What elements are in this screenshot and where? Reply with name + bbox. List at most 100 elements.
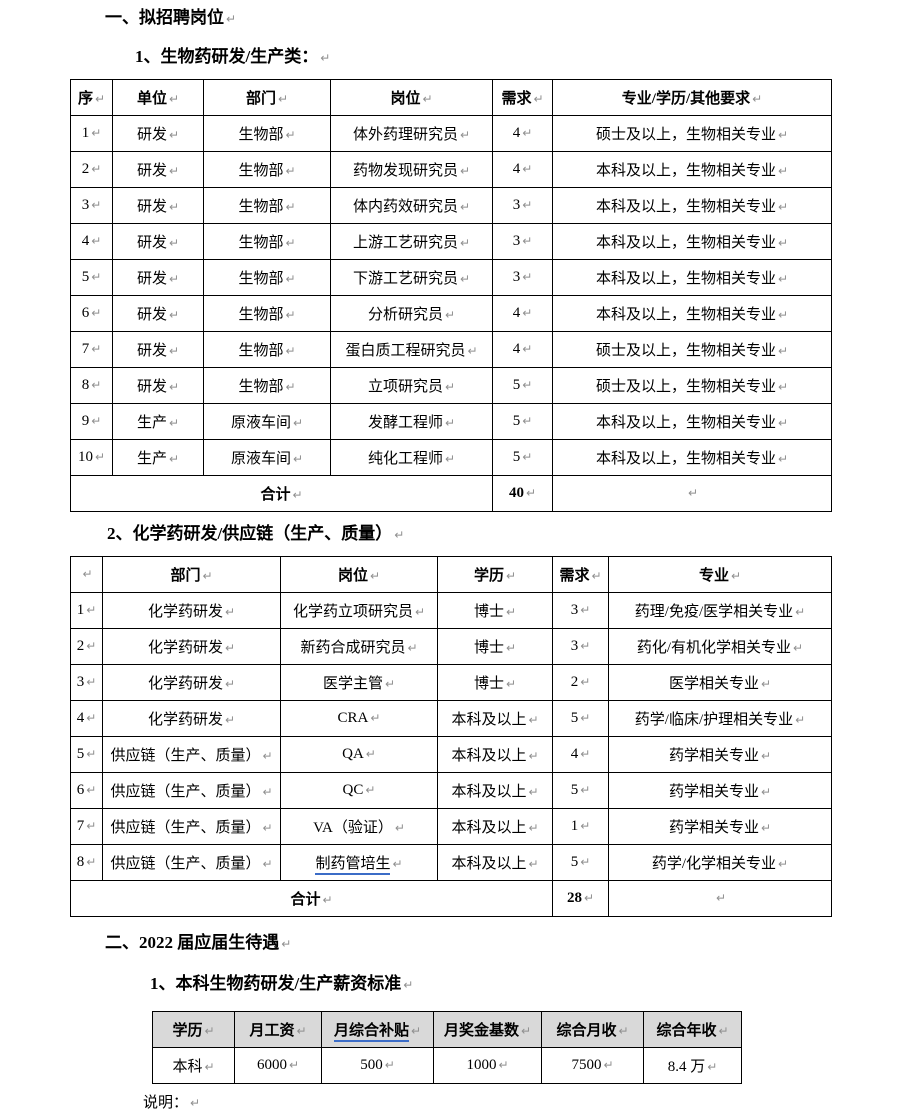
paragraph-mark: ↵ xyxy=(730,569,742,583)
table-cell: 6 ↵ xyxy=(70,295,113,332)
table-cell-text: 6 xyxy=(76,782,85,798)
table-cell-text: 下游工艺研究员 xyxy=(352,271,458,287)
table-cell: 本科及以上，生物相关专业 ↵ xyxy=(552,223,832,260)
paragraph-mark: ↵ xyxy=(285,200,296,214)
table-row: 7 ↵ 供应链（生产、质量） ↵ VA（验证） ↵ 本科及以上 ↵ 1 ↵ 药学相关专业 ↵ xyxy=(70,808,832,845)
table-cell-text: 1 xyxy=(81,125,90,141)
paragraph-mark: ↵ xyxy=(369,569,381,583)
table-cell-text: 5 xyxy=(570,854,579,870)
table-cell-text: 生物部 xyxy=(238,235,284,251)
table-cell-text: 8 xyxy=(81,377,90,393)
table-cell-text: 制药管培生 xyxy=(315,856,391,875)
paragraph-mark: ↵ xyxy=(190,1096,201,1110)
table-cell-text: 本科及以上 xyxy=(451,712,527,728)
column-header: 学历 ↵ xyxy=(152,1011,235,1048)
table-cell: 下游工艺研究员 ↵ xyxy=(330,259,493,296)
paragraph-mark: ↵ xyxy=(168,452,180,466)
table-cell: 本科及以上 ↵ xyxy=(437,844,553,881)
paragraph-mark: ↵ xyxy=(618,1024,629,1038)
header-row: 学历 ↵ 月工资 ↵ 月综合补贴 ↵ 月奖金基数 ↵ 综合月收 ↵ 综合年收 ↵ xyxy=(152,1011,742,1048)
table-cell-text: 本科及以上，生物相关专业 xyxy=(595,415,776,431)
paragraph-mark: ↵ xyxy=(86,819,97,833)
paragraph-mark: ↵ xyxy=(168,128,180,142)
paragraph-mark: ↵ xyxy=(224,677,236,691)
table-cell-text: 本科及以上，生物相关专业 xyxy=(595,307,776,323)
table-cell: 研发 ↵ xyxy=(112,151,204,188)
paragraph-mark: ↵ xyxy=(91,198,102,212)
table-cell: 4 ↵ xyxy=(70,223,113,260)
paragraph-mark: ↵ xyxy=(91,342,102,356)
table-cell: 4 ↵ xyxy=(492,115,553,152)
column-header: 月综合补贴 ↵ xyxy=(321,1011,434,1048)
paragraph-mark: ↵ xyxy=(94,92,106,106)
table-cell-text: 药学相关专业 xyxy=(668,784,759,800)
column-header: 岗位 ↵ xyxy=(330,79,493,116)
paragraph-mark: ↵ xyxy=(522,342,533,356)
paragraph-mark: ↵ xyxy=(91,234,102,248)
paragraph-mark: ↵ xyxy=(459,128,471,142)
paragraph-mark: ↵ xyxy=(467,344,478,358)
table-cell-text: 2 xyxy=(570,674,579,690)
table-cell: 8.4 万 ↵ xyxy=(643,1047,742,1084)
table-row: 2 ↵ 化学药研发 ↵ 新药合成研究员 ↵ 博士 ↵ 3 ↵ 药化/有机化学相关专业 ↵ xyxy=(70,628,832,665)
column-header-text: 月综合补贴 xyxy=(333,1023,409,1042)
table-cell-text: 研发 xyxy=(136,235,167,251)
paragraph-mark: ↵ xyxy=(394,528,405,542)
table-cell-text: 3 xyxy=(512,197,521,213)
total-label-cell: 合计 ↵ xyxy=(70,475,493,512)
table-cell: 生物部 ↵ xyxy=(203,223,331,260)
table-cell: 2 ↵ xyxy=(70,628,103,665)
paragraph-mark: ↵ xyxy=(580,639,591,653)
table-cell-text: 8.4 万 xyxy=(667,1059,706,1075)
table-cell-text: 本科及以上 xyxy=(451,856,527,872)
paragraph-mark: ↵ xyxy=(365,783,376,797)
paragraph-mark: ↵ xyxy=(528,749,539,763)
paragraph-mark: ↵ xyxy=(760,785,772,799)
table-cell: 上游工艺研究员 ↵ xyxy=(330,223,493,260)
header-row: ↵ 部门 ↵ 岗位 ↵ 学历 ↵ 需求 ↵ 专业 ↵ xyxy=(70,556,832,593)
table-cell: 药理/免疫/医学相关专业 ↵ xyxy=(608,592,832,629)
column-header-text: 部门 xyxy=(245,91,276,107)
table-row: 4 ↵ 化学药研发 ↵ CRA ↵ 本科及以上 ↵ 5 ↵ 药学/临床/护理相关专业 ↵ xyxy=(70,700,832,737)
table-cell: 药学/临床/护理相关专业 ↵ xyxy=(608,700,832,737)
table-cell: 1 ↵ xyxy=(552,808,609,845)
table-row: 5 ↵ 供应链（生产、质量） ↵ QA ↵ 本科及以上 ↵ 4 ↵ 药学相关专业 ↵ xyxy=(70,736,832,773)
paragraph-mark: ↵ xyxy=(795,713,806,727)
paragraph-mark: ↵ xyxy=(86,675,97,689)
column-header: ↵ xyxy=(70,556,103,593)
table-cell: 生物部 ↵ xyxy=(203,115,331,152)
table-cell: 发酵工程师 ↵ xyxy=(330,403,493,440)
paragraph-mark: ↵ xyxy=(522,198,533,212)
table-cell: 3 ↵ xyxy=(70,187,113,224)
table-cell-text: 本科及以上，生物相关专业 xyxy=(595,451,776,467)
table-cell: 3 ↵ xyxy=(492,187,553,224)
paragraph-mark: ↵ xyxy=(168,308,180,322)
paragraph-mark: ↵ xyxy=(505,605,517,619)
table-cell: 化学药研发 ↵ xyxy=(102,700,281,737)
paragraph-mark: ↵ xyxy=(91,162,102,176)
table-cell-text: 供应链（生产、质量） xyxy=(110,856,261,872)
table-cell: 3 ↵ xyxy=(492,223,553,260)
table-cell-text: 5 xyxy=(512,413,521,429)
table-cell: 本科及以上，生物相关专业 ↵ xyxy=(552,187,832,224)
table-cell-text: 本科及以上 xyxy=(451,784,527,800)
table-cell-text: 化学药研发 xyxy=(147,712,223,728)
table-cell: 体外药理研究员 ↵ xyxy=(330,115,493,152)
table-cell: 博士 ↵ xyxy=(437,664,553,701)
table-cell: 5 ↵ xyxy=(70,259,113,296)
table-cell: 3 ↵ xyxy=(492,259,553,296)
paragraph-mark: ↵ xyxy=(520,1024,532,1038)
paragraph-mark: ↵ xyxy=(262,785,273,799)
table-cell-text: 纯化工程师 xyxy=(367,451,443,467)
paragraph-mark: ↵ xyxy=(91,306,102,320)
table-cell: 化学药研发 ↵ xyxy=(102,628,281,665)
column-header: 部门 ↵ xyxy=(203,79,331,116)
table-cell: 纯化工程师 ↵ xyxy=(330,439,493,476)
table-cell: 药学相关专业 ↵ xyxy=(608,736,832,773)
total-row: 合计 ↵ 28 ↵ ↵ xyxy=(70,880,832,917)
paragraph-mark: ↵ xyxy=(525,486,537,500)
paragraph-mark: ↵ xyxy=(580,603,591,617)
table-cell-text: 10 xyxy=(77,449,93,465)
table-cell-text: 2 xyxy=(81,161,90,177)
paragraph-mark: ↵ xyxy=(384,1058,395,1072)
